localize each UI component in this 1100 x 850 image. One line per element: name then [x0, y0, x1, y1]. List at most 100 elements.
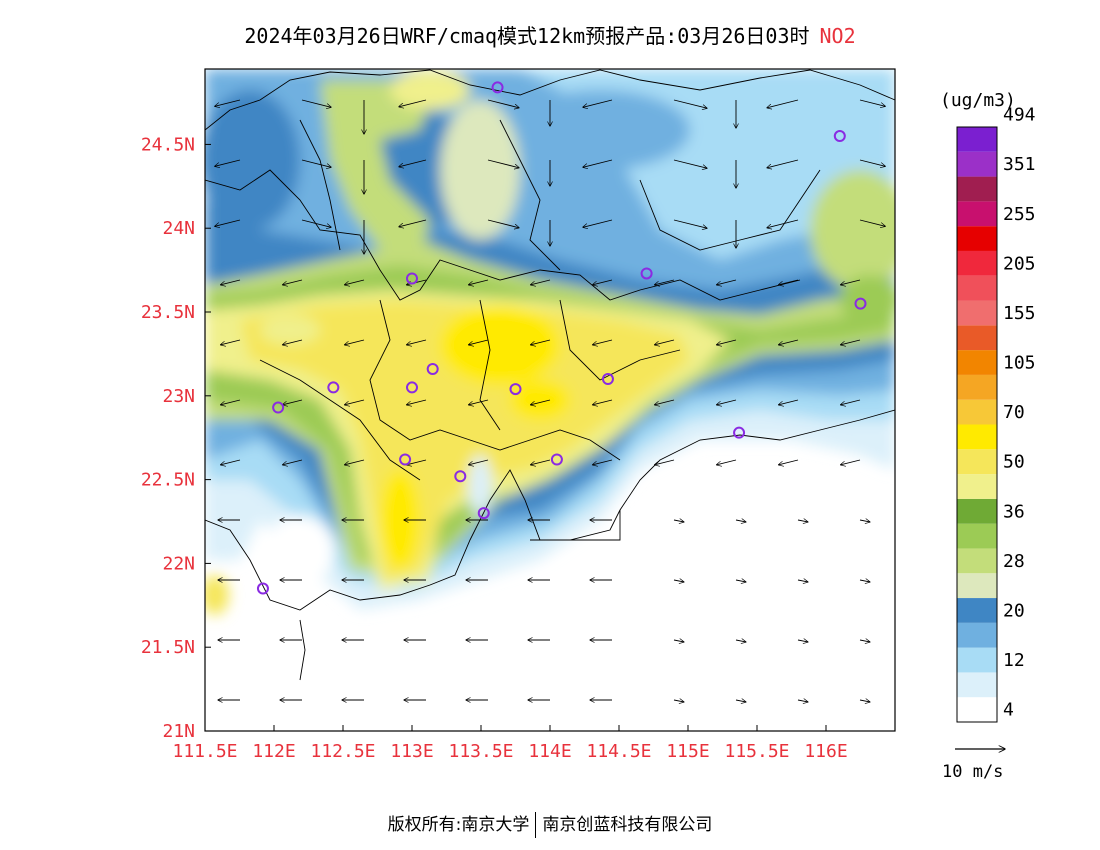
- wind-arrow: [487, 219, 519, 228]
- colorbar-label: 155: [1003, 303, 1036, 324]
- wind-arrow: [593, 279, 613, 285]
- colorbar-label: 36: [1003, 501, 1025, 522]
- wind-arrow: [859, 219, 885, 226]
- wind-arrow: [673, 580, 684, 582]
- wind-arrow: [531, 399, 551, 405]
- wind-arrow: [779, 399, 799, 405]
- pollutant-label: NO2: [819, 24, 856, 48]
- borders: [205, 69, 895, 681]
- wind-arrow: [221, 399, 241, 405]
- x-tick-label: 115.5E: [724, 741, 789, 762]
- wind-arrow: [283, 279, 303, 285]
- wind-arrow: [779, 459, 799, 465]
- station-marker: [550, 453, 563, 466]
- wind-vectors: [215, 99, 885, 702]
- colorbar-swatch: [957, 226, 997, 251]
- colorbar-label: 4: [1003, 700, 1014, 721]
- wind-arrow: [283, 399, 303, 405]
- x-tick-label: 111.5E: [172, 741, 237, 762]
- station-marker: [509, 383, 522, 396]
- colorbar-swatch: [957, 350, 997, 375]
- wind-arrow: [583, 99, 613, 107]
- y-tick-label: 22.5N: [141, 470, 195, 491]
- colorbar-swatch: [957, 449, 997, 475]
- wind-arrow: [767, 159, 799, 168]
- station-marker: [256, 582, 269, 595]
- y-tick-label: 24.5N: [141, 134, 195, 155]
- colorbar-label: 12: [1003, 650, 1025, 671]
- wind-arrow: [469, 399, 489, 405]
- wind-arrow: [583, 219, 613, 227]
- wind-arrow: [767, 219, 799, 228]
- wind-arrow: [487, 159, 519, 168]
- wind-arrow: [283, 339, 303, 345]
- copyright-text: 版权所有:南京大学: [387, 815, 530, 835]
- wind-arrow: [673, 219, 707, 228]
- wind-arrow: [531, 279, 551, 285]
- colorbar-swatch: [957, 498, 997, 524]
- wind-arrow: [283, 459, 303, 465]
- wind-arrow: [841, 399, 861, 405]
- wind-arrow: [859, 99, 885, 106]
- colorbar-label: 205: [1003, 253, 1036, 274]
- wind-arrow: [735, 640, 746, 642]
- wind-arrow: [407, 459, 427, 465]
- x-tick-label: 116E: [804, 741, 847, 762]
- colorbar-swatch: [957, 697, 997, 722]
- y-tick-label: 21.5N: [141, 637, 195, 658]
- wind-arrow: [859, 520, 870, 522]
- colorbar: 4 12 20 28 36 50 70 105 155 205 255 351 494: [956, 105, 1036, 723]
- colorbar-label: 105: [1003, 353, 1036, 374]
- colorbar-swatch: [957, 151, 997, 177]
- y-tick-label: 24N: [162, 218, 195, 239]
- station-marker: [601, 373, 614, 386]
- wind-arrow: [797, 580, 808, 582]
- wind-arrow: [345, 399, 365, 405]
- wind-arrow: [859, 700, 870, 702]
- station-marker: [406, 272, 418, 285]
- colorbar-swatch: [957, 424, 997, 450]
- company-text: 南京创蓝科技有限公司: [542, 815, 713, 835]
- y-axis: 21N 21.5N 22N 22.5N 23N 23.5N 24N 24.5N: [141, 134, 211, 742]
- wind-arrow: [221, 459, 241, 465]
- wind-arrow: [735, 520, 746, 522]
- colorbar-swatch: [957, 325, 997, 351]
- wind-arrow: [215, 159, 241, 166]
- station-marker: [327, 381, 340, 394]
- wind-arrow: [221, 279, 241, 285]
- colorbar-frame: [956, 126, 998, 723]
- wind-arrow: [655, 459, 675, 465]
- colorbar-swatch: [957, 523, 997, 549]
- wind-arrow: [673, 700, 684, 702]
- wind-arrow: [841, 279, 861, 285]
- y-tick-label: 23N: [162, 386, 195, 407]
- wind-arrow: [859, 640, 870, 642]
- wind-arrow: [583, 159, 613, 167]
- wind-arrow: [301, 219, 331, 227]
- colorbar-swatch: [957, 647, 997, 673]
- station-marker: [406, 381, 418, 394]
- y-tick-label: 23.5N: [141, 302, 195, 323]
- colorbar-label: 20: [1003, 600, 1025, 621]
- wind-arrow: [717, 459, 737, 465]
- colorbar-label: 70: [1003, 402, 1025, 423]
- x-tick-label: 113.5E: [448, 741, 513, 762]
- x-tick-label: 115E: [666, 741, 709, 762]
- station-marker: [833, 130, 846, 143]
- x-tick-label: 112E: [252, 741, 295, 762]
- chart-title: 2024年03月26日WRF/cmaq模式12km预报产品:03月26日03时 N…: [0, 20, 1100, 49]
- wind-arrow: [673, 99, 707, 108]
- wind-arrow: [399, 99, 427, 107]
- wind-arrow: [797, 700, 808, 702]
- concentration-field: [205, 69, 895, 731]
- wind-arrow: [797, 640, 808, 642]
- wind-arrow: [469, 339, 489, 345]
- wind-arrow: [593, 459, 613, 465]
- wind-arrow: [717, 339, 737, 345]
- wind-arrow: [779, 339, 799, 345]
- colorbar-swatch: [957, 622, 997, 648]
- colorbar-swatch: [957, 374, 997, 400]
- wind-arrow: [345, 279, 365, 285]
- x-tick-label: 112.5E: [310, 741, 375, 762]
